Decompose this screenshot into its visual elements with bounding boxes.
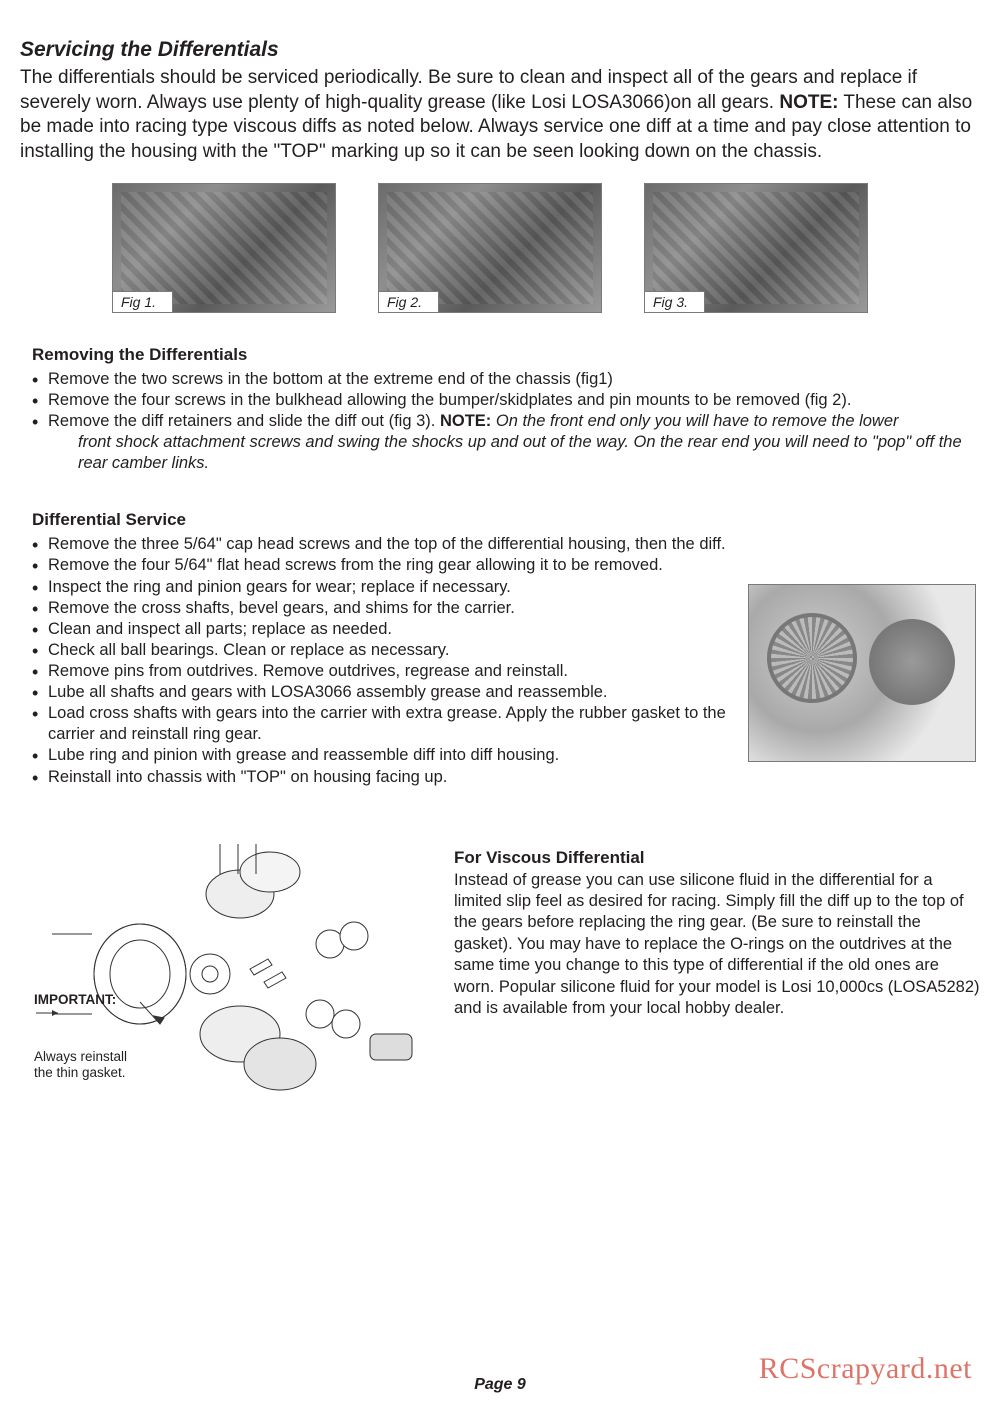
important-text: Always reinstall <box>34 1049 127 1064</box>
list-text: Remove the four screws in the bulkhead a… <box>48 391 851 409</box>
list-item: Remove the cross shafts, bevel gears, an… <box>32 598 730 619</box>
gear-photo <box>748 584 976 762</box>
list-item: Remove the two screws in the bottom at t… <box>32 369 980 390</box>
viscous-body: Instead of grease you can use silicone f… <box>454 870 980 1020</box>
list-item: Lube all shafts and gears with LOSA3066 … <box>32 682 730 703</box>
important-label: IMPORTANT: <box>34 992 116 1007</box>
list-text-italic: On the front end only you will have to r… <box>491 412 898 430</box>
list-item: Load cross shafts with gears into the ca… <box>32 703 730 745</box>
list-item: Remove the three 5/64" cap head screws a… <box>32 534 730 555</box>
page-title: Servicing the Differentials <box>20 38 980 62</box>
removing-section: Removing the Differentials Remove the tw… <box>20 345 980 475</box>
service-section: Differential Service Remove the three 5/… <box>20 510 980 787</box>
intro-paragraph: The differentials should be serviced per… <box>20 66 980 165</box>
figure-3: Fig 3. <box>644 183 868 313</box>
figure-3-caption: Fig 3. <box>645 291 705 312</box>
list-item: Check all ball bearings. Clean or replac… <box>32 640 730 661</box>
list-item: Clean and inspect all parts; replace as … <box>32 619 730 640</box>
list-text: Remove the two screws in the bottom at t… <box>48 370 613 388</box>
list-item: Lube ring and pinion with grease and rea… <box>32 745 730 766</box>
removing-heading: Removing the Differentials <box>32 345 980 365</box>
figure-1-caption: Fig 1. <box>113 291 173 312</box>
list-item: Remove the four 5/64" flat head screws f… <box>32 555 730 576</box>
watermark: RCScrapyard.net <box>759 1352 972 1386</box>
figure-2: Fig 2. <box>378 183 602 313</box>
list-item: Remove the four screws in the bulkhead a… <box>32 390 980 411</box>
figure-2-caption: Fig 2. <box>379 291 439 312</box>
service-heading: Differential Service <box>32 510 980 530</box>
list-text: Remove the diff retainers and slide the … <box>48 412 440 430</box>
list-item: Remove pins from outdrives. Remove outdr… <box>32 661 730 682</box>
list-text-italic: rear camber links. <box>48 453 980 474</box>
viscous-section: For Viscous Differential Instead of grea… <box>454 824 980 1124</box>
list-item: Remove the diff retainers and slide the … <box>32 411 980 474</box>
viscous-heading: For Viscous Differential <box>454 848 980 868</box>
list-item: Reinstall into chassis with "TOP" on hou… <box>32 767 730 788</box>
figure-1: Fig 1. <box>112 183 336 313</box>
list-item: Inspect the ring and pinion gears for we… <box>32 577 730 598</box>
note-label: NOTE: <box>440 412 491 430</box>
figure-row: Fig 1. Fig 2. Fig 3. <box>20 183 980 313</box>
important-callout: IMPORTANT: Always reinstall the thin gas… <box>34 992 148 1081</box>
bottom-row: IMPORTANT: Always reinstall the thin gas… <box>20 824 980 1124</box>
removing-list: Remove the two screws in the bottom at t… <box>20 369 980 475</box>
exploded-diagram: IMPORTANT: Always reinstall the thin gas… <box>20 824 438 1124</box>
list-text-italic: front shock attachment screws and swing … <box>48 432 980 453</box>
important-text: the thin gasket. <box>34 1065 126 1080</box>
note-label: NOTE: <box>779 92 838 113</box>
